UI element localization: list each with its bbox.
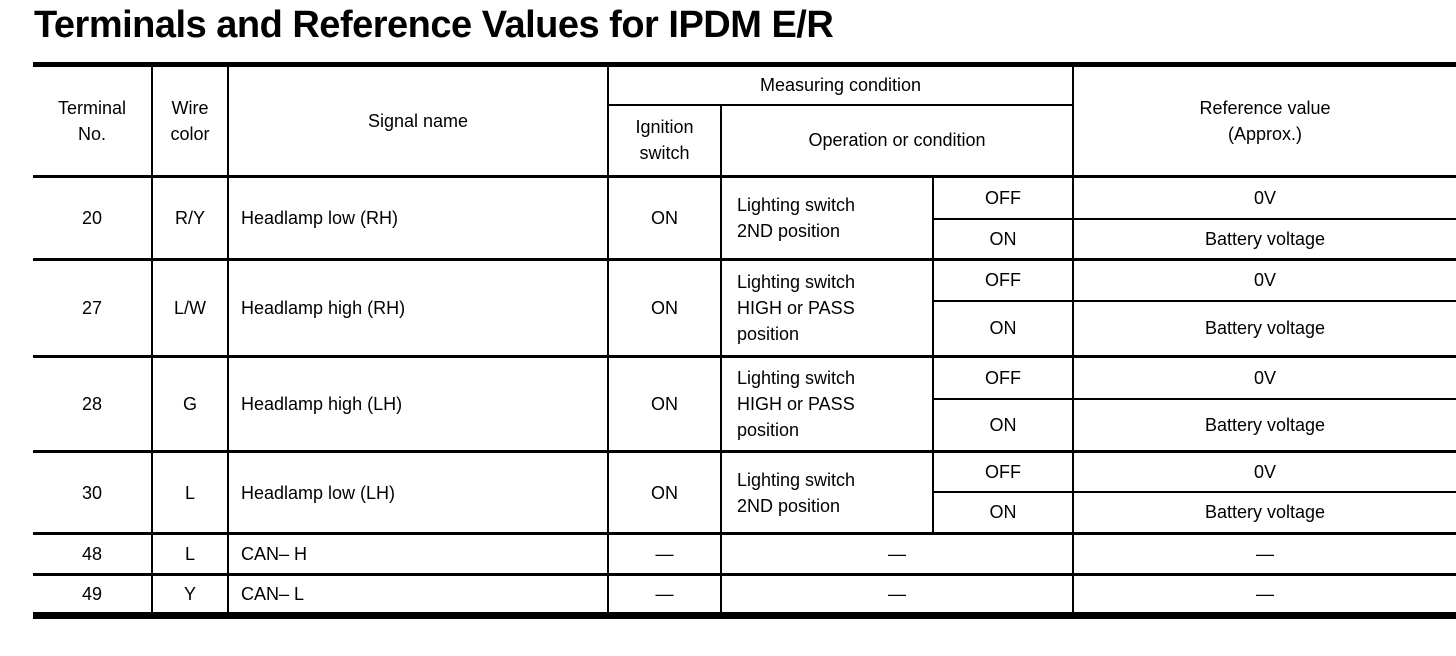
table-row-terminal-27: 27 L/W Headlamp high (RH) ON Lighting sw…: [33, 258, 1456, 358]
signal-name-cell: CAN– H: [227, 532, 609, 576]
page-title: Terminals and Reference Values for IPDM …: [34, 4, 834, 46]
table-row-terminal-30: 30 L Headlamp low (LH) ON Lighting switc…: [33, 450, 1456, 535]
reference-value-cell: Battery voltage: [1072, 397, 1456, 453]
operation-cell: —: [719, 573, 1075, 617]
ignition-switch-cell: ON: [607, 258, 722, 358]
ignition-switch-cell: ON: [607, 175, 722, 261]
reference-value-cell: 0V: [1072, 258, 1456, 302]
wire-color-cell: R/Y: [151, 175, 229, 261]
reference-values-table: Terminal No. Wire color Signal name Meas…: [33, 62, 1456, 619]
wire-color-cell: G: [151, 355, 229, 453]
ignition-switch-cell: —: [607, 573, 722, 617]
condition-state-cell: ON: [931, 490, 1075, 535]
wire-color-cell: Y: [151, 573, 229, 617]
ignition-switch-cell: ON: [607, 450, 722, 535]
col-header-wire-color: Wire color: [151, 63, 229, 178]
terminal-no-cell: 20: [33, 175, 153, 261]
reference-value-cell: 0V: [1072, 450, 1456, 493]
table-row-terminal-28-on: ON Battery voltage: [33, 397, 1456, 453]
signal-name-cell: Headlamp high (RH): [227, 258, 609, 358]
col-header-measuring-condition: Measuring condition: [606, 63, 1075, 106]
operation-cell: —: [719, 532, 1075, 576]
reference-value-cell: —: [1072, 573, 1456, 617]
header-row-sub: Ignition switch Operation or condition: [33, 103, 1456, 178]
condition-state-cell: ON: [931, 397, 1075, 453]
ignition-switch-cell: —: [607, 532, 722, 576]
operation-cell: Lighting switch 2ND position: [720, 175, 934, 261]
reference-value-cell: —: [1072, 532, 1456, 576]
table-row-terminal-20-on: ON Battery voltage: [33, 217, 1456, 261]
table-row-terminal-30-on: ON Battery voltage: [33, 490, 1456, 535]
col-header-ignition-switch: Ignition switch: [607, 103, 722, 178]
signal-name-cell: CAN– L: [227, 573, 609, 617]
operation-cell: Lighting switch HIGH or PASS position: [720, 355, 934, 453]
operation-cell: Lighting switch 2ND position: [720, 450, 934, 535]
terminal-no-cell: 48: [33, 532, 153, 576]
condition-state-cell: OFF: [931, 355, 1075, 400]
condition-state-cell: OFF: [931, 450, 1075, 493]
header-row-top: Terminal No. Wire color Signal name Meas…: [33, 63, 1456, 178]
wire-color-cell: L: [151, 532, 229, 576]
reference-value-cell: 0V: [1072, 175, 1456, 220]
col-header-operation-or-condition: Operation or condition: [719, 103, 1075, 178]
condition-state-cell: ON: [931, 217, 1075, 261]
terminal-no-cell: 30: [33, 450, 153, 535]
table-row-terminal-27-on: ON Battery voltage: [33, 299, 1456, 358]
wire-color-cell: L: [151, 450, 229, 535]
reference-value-cell: Battery voltage: [1072, 299, 1456, 358]
col-header-terminal-no: Terminal No.: [33, 63, 153, 178]
table-row-terminal-20: 20 R/Y Headlamp low (RH) ON Lighting swi…: [33, 175, 1456, 261]
table-row-terminal-48: 48 L CAN– H — — —: [33, 532, 1456, 576]
signal-name-cell: Headlamp low (LH): [227, 450, 609, 535]
condition-state-cell: OFF: [931, 175, 1075, 220]
col-header-reference-value: Reference value (Approx.): [1072, 63, 1456, 178]
table-row-terminal-49: 49 Y CAN– L — — —: [33, 573, 1456, 617]
reference-value-cell: 0V: [1072, 355, 1456, 400]
terminal-no-cell: 27: [33, 258, 153, 358]
operation-cell: Lighting switch HIGH or PASS position: [720, 258, 934, 358]
table-row-terminal-28: 28 G Headlamp high (LH) ON Lighting swit…: [33, 355, 1456, 453]
terminal-no-cell: 28: [33, 355, 153, 453]
terminal-no-cell: 49: [33, 573, 153, 617]
wire-color-cell: L/W: [151, 258, 229, 358]
signal-name-cell: Headlamp high (LH): [227, 355, 609, 453]
ignition-switch-cell: ON: [607, 355, 722, 453]
reference-value-cell: Battery voltage: [1072, 217, 1456, 261]
col-header-signal-name: Signal name: [227, 63, 609, 178]
condition-state-cell: ON: [931, 299, 1075, 358]
reference-value-cell: Battery voltage: [1072, 490, 1456, 535]
signal-name-cell: Headlamp low (RH): [227, 175, 609, 261]
condition-state-cell: OFF: [931, 258, 1075, 302]
